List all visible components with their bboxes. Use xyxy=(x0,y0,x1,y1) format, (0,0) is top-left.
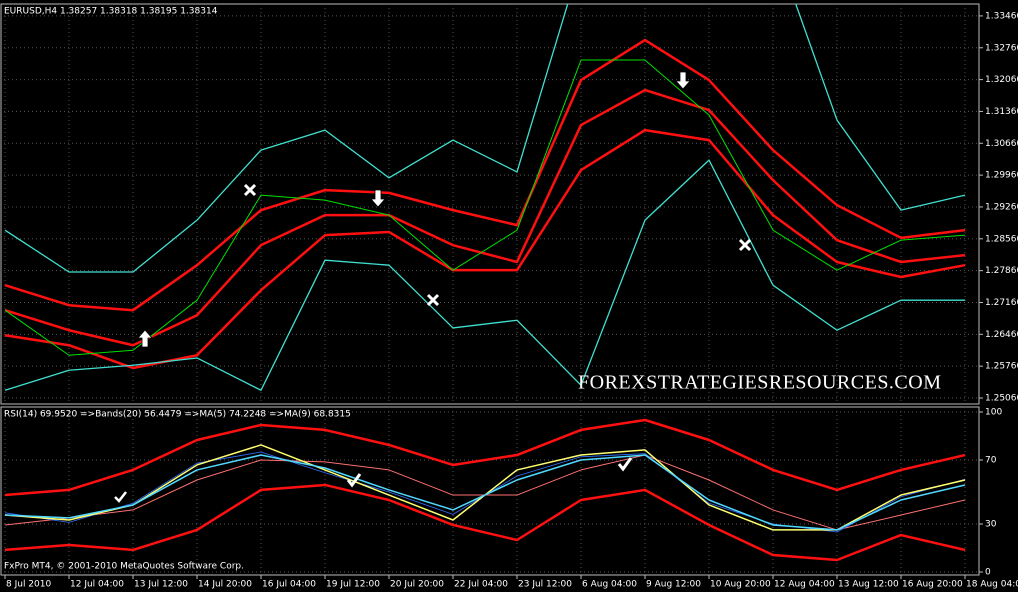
y-tick-label: 1.27160 xyxy=(985,298,1018,308)
buy-arrow xyxy=(137,329,153,348)
x-tick-label: 13 Aug 12:00 xyxy=(838,580,899,590)
series-line xyxy=(4,159,965,391)
price-plot xyxy=(0,4,979,404)
series-line xyxy=(4,454,966,531)
series-line xyxy=(4,38,966,312)
series-line xyxy=(4,88,966,347)
price-title: EURUSD,H4 1.38257 1.38318 1.38195 1.3831… xyxy=(4,7,218,17)
rsi-frame xyxy=(0,406,980,576)
y-tick-label: 1.32760 xyxy=(985,43,1018,53)
x-tick-label: 19 Jul 12:00 xyxy=(326,580,380,590)
check-mark xyxy=(617,457,633,472)
y-tick-label: 70 xyxy=(985,456,997,466)
series-line xyxy=(4,418,966,497)
y-tick-label: 1.29260 xyxy=(985,202,1018,212)
series-line xyxy=(4,59,966,356)
y-tick-label: 1.28560 xyxy=(985,234,1018,244)
sell-arrow xyxy=(675,71,691,90)
x-tick-label: 20 Jul 20:00 xyxy=(390,580,444,590)
x-tick-label: 18 Aug 04:00 xyxy=(966,580,1018,590)
x-tick-label: 22 Jul 04:00 xyxy=(454,580,508,590)
sell-arrow xyxy=(370,189,386,208)
x-tick-label: 23 Jul 12:00 xyxy=(518,580,572,590)
x-tick-label: 16 Jul 04:00 xyxy=(262,580,316,590)
rsi-title: RSI(14) 69.9520 =>Bands(20) 56.4479 =>MA… xyxy=(4,410,351,420)
signals xyxy=(114,71,752,503)
axes: 1.33460 1.32760 1.32060 1.31360 1.30660 1.299… xyxy=(4,11,1018,590)
y-tick-label: 30 xyxy=(985,520,997,530)
x-tick-label: 13 Jul 12:00 xyxy=(134,580,188,590)
x-tick-label: 8 Jul 2010 xyxy=(6,580,51,590)
x-tick-label: 9 Aug 12:00 xyxy=(646,580,701,590)
check-mark xyxy=(114,491,127,503)
exit-cross xyxy=(426,293,440,307)
watermark: FOREXSTRATEGIESRESOURCES.COM xyxy=(578,372,942,394)
y-tick-label: 1.25760 xyxy=(985,362,1018,372)
x-tick-label: 14 Jul 20:00 xyxy=(198,580,252,590)
y-tick-label: 1.30660 xyxy=(985,139,1018,149)
x-tick-label: 12 Jul 04:00 xyxy=(70,580,124,590)
rsi-plot xyxy=(0,407,979,575)
y-tick-label: 0 xyxy=(985,568,991,578)
exit-cross xyxy=(738,238,752,252)
y-tick-label: 100 xyxy=(985,408,1002,418)
check-mark xyxy=(346,473,362,488)
x-tick-label: 12 Aug 04:00 xyxy=(774,580,835,590)
y-tick-label: 1.31360 xyxy=(985,107,1018,117)
exit-cross xyxy=(243,183,257,197)
y-tick-label: 1.33460 xyxy=(985,11,1018,21)
x-tick-label: 10 Aug 20:00 xyxy=(710,580,771,590)
series-line xyxy=(4,483,966,562)
price-frame xyxy=(0,3,980,405)
y-tick-label: 1.26460 xyxy=(985,330,1018,340)
y-tick-label: 1.29960 xyxy=(985,171,1018,181)
x-tick-label: 16 Aug 20:00 xyxy=(902,580,963,590)
x-tick-label: 6 Aug 04:00 xyxy=(582,580,637,590)
y-tick-label: 1.27860 xyxy=(985,266,1018,276)
footer: FxPro MT4, © 2001-2010 MetaQuotes Softwa… xyxy=(4,562,244,572)
series-line xyxy=(4,4,966,273)
y-tick-label: 1.32060 xyxy=(985,75,1018,85)
